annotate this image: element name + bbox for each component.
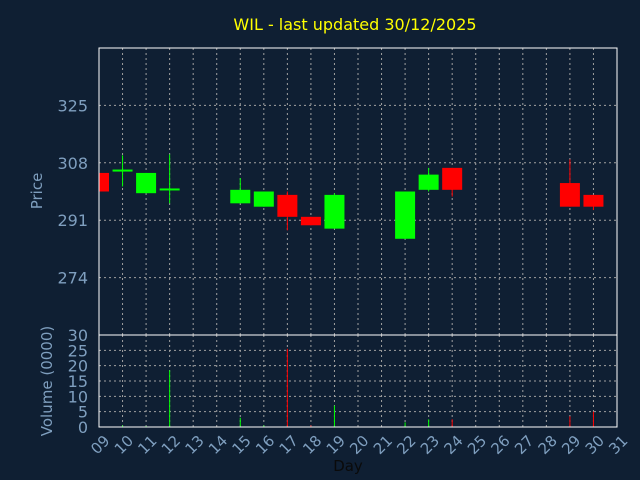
x-tick-label: 14: [205, 432, 231, 458]
price-plot-area: [99, 48, 617, 335]
x-tick-label: 20: [346, 432, 372, 458]
candle-body: [99, 172, 109, 192]
candle: [98, 172, 109, 192]
candle-body: [418, 174, 439, 190]
price-tick-label: 291: [57, 211, 88, 230]
volume-tick-label: 25: [68, 341, 88, 360]
x-tick-label: 24: [440, 432, 466, 458]
candle: [395, 191, 416, 239]
x-tick-label: 21: [370, 432, 396, 458]
candle-body: [559, 183, 580, 207]
candle: [253, 191, 274, 207]
candle: [583, 194, 604, 211]
volume-tick-label: 20: [68, 357, 88, 376]
x-tick-label: 19: [323, 432, 349, 458]
x-tick-label: 25: [464, 432, 490, 458]
volume-tick-label: 15: [68, 372, 88, 391]
candle-body: [583, 194, 604, 207]
x-tick-label: 28: [535, 432, 561, 458]
x-tick-label: 17: [276, 432, 302, 458]
volume-y-label: Volume (0000): [38, 326, 56, 436]
candles: [98, 154, 604, 239]
volume-bars: [122, 348, 594, 427]
x-tick-label: 13: [181, 432, 207, 458]
x-tick-label: 18: [299, 432, 325, 458]
price-frame: [98, 47, 618, 336]
volume-tick-label: 5: [78, 403, 88, 422]
x-tick-label: 11: [134, 432, 160, 458]
x-tick-label: 26: [488, 432, 514, 458]
candle: [324, 193, 345, 229]
price-y-label: Price: [28, 173, 46, 210]
candle: [559, 159, 580, 207]
volume-frame: [98, 334, 618, 428]
x-tick-label: 27: [511, 432, 537, 458]
volume-tick-label: 10: [68, 387, 88, 406]
volume-tick-label: 30: [68, 326, 88, 345]
price-grid: [99, 48, 617, 335]
x-axis-ticks: 0910111213141516171819202122232425262728…: [87, 432, 631, 458]
volume-tick-label: 0: [78, 418, 88, 437]
price-tick-label: 325: [57, 96, 88, 115]
x-axis-label: Day: [333, 457, 363, 475]
x-tick-label: 30: [582, 432, 608, 458]
price-tick-label: 274: [57, 269, 88, 288]
candle: [230, 177, 251, 204]
price-tick-label: 308: [57, 154, 88, 173]
candle: [300, 216, 321, 226]
candle-body: [136, 172, 157, 194]
candle-body: [159, 188, 180, 191]
x-tick-label: 16: [252, 432, 278, 458]
candle: [112, 155, 133, 187]
candle-body: [112, 169, 133, 172]
x-tick-label: 31: [605, 432, 631, 458]
candle: [442, 167, 463, 197]
candle-body: [300, 216, 321, 226]
chart-title: WIL - last updated 30/12/2025: [233, 15, 476, 34]
candle: [159, 154, 180, 204]
x-tick-label: 22: [393, 432, 419, 458]
x-tick-label: 09: [87, 432, 113, 458]
x-tick-label: 29: [558, 432, 584, 458]
x-tick-label: 10: [111, 432, 137, 458]
price-y-ticks: 274 291 308 325: [57, 96, 88, 287]
x-tick-label: 15: [229, 432, 255, 458]
candle-body: [442, 167, 463, 190]
candle: [136, 172, 157, 194]
candle-body: [253, 191, 274, 207]
volume-grid: [99, 335, 617, 427]
candle-body: [230, 189, 251, 204]
candle-body: [395, 191, 416, 239]
candle: [418, 167, 439, 192]
x-tick-label: 23: [417, 432, 443, 458]
candle-body: [324, 194, 345, 229]
x-tick-label: 12: [158, 432, 184, 458]
price-panel: 274 291 308 325 Price: [28, 47, 618, 336]
candle-body: [277, 194, 298, 217]
candle: [277, 191, 298, 231]
